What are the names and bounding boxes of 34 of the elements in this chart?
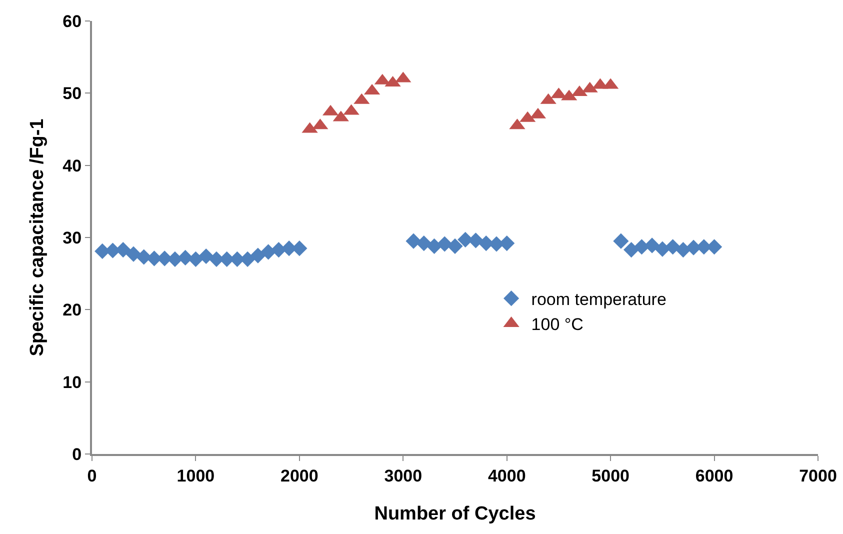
y-tick-label: 60 xyxy=(62,12,82,31)
x-tick-label: 2000 xyxy=(280,466,318,486)
point xyxy=(260,244,276,260)
y-axis-title: Specific capacitance /Fg-1 xyxy=(27,118,48,356)
y-tick-label: 40 xyxy=(62,156,82,176)
point xyxy=(426,238,442,254)
y-tick-label: 10 xyxy=(62,372,82,392)
x-tick-label: 6000 xyxy=(695,466,734,486)
point xyxy=(624,242,640,258)
point xyxy=(198,248,214,264)
y-tick-label: 50 xyxy=(62,84,82,104)
point xyxy=(447,238,463,254)
point xyxy=(416,235,432,252)
y-tick-label: 20 xyxy=(62,300,82,320)
x-tick-label: 4000 xyxy=(488,466,526,486)
legend-label: room temperature xyxy=(531,290,666,309)
point xyxy=(188,251,204,267)
point xyxy=(436,236,452,252)
legend-label: 100 °C xyxy=(531,315,584,334)
point xyxy=(644,238,660,254)
y-tick-label: 0 xyxy=(72,444,82,464)
x-tick-label: 1000 xyxy=(176,466,215,486)
x-tick-label: 5000 xyxy=(592,466,630,486)
x-tick-label: 0 xyxy=(87,466,97,486)
point xyxy=(675,242,691,258)
point xyxy=(613,233,629,249)
point xyxy=(250,248,266,264)
point xyxy=(126,246,142,262)
point xyxy=(499,235,515,252)
y-tick-label: 30 xyxy=(62,228,82,248)
x-tick-label: 3000 xyxy=(384,466,422,486)
x-axis-title: Number of Cycles xyxy=(374,504,536,525)
x-tick-label: 7000 xyxy=(799,466,837,486)
point xyxy=(665,239,681,255)
